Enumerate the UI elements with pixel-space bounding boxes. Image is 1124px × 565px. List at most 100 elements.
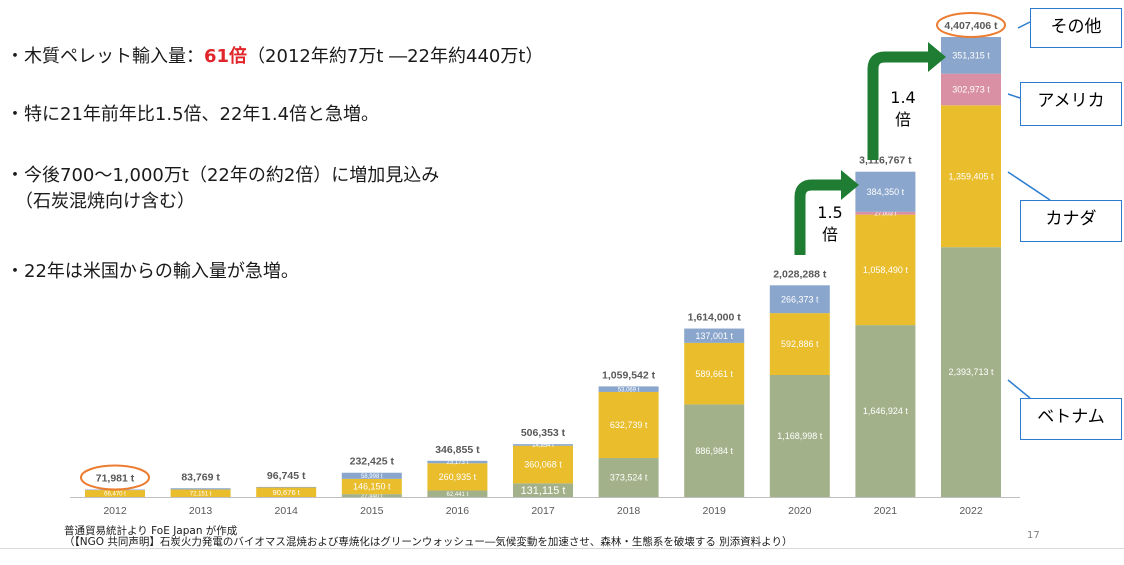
- segment-label: 62,441 t: [447, 492, 469, 498]
- segment-label: 131,115 t: [521, 485, 566, 497]
- bar-segment: [341, 472, 402, 479]
- bullet-text: ・今後700～1,000万t（22年の約2倍）に増加見込み: [6, 165, 440, 186]
- bar-segment: [855, 211, 916, 215]
- segment-label: 1,168,998 t: [777, 431, 823, 441]
- segment-label: 90,676 t: [273, 488, 301, 497]
- x-tick-label: 2016: [446, 505, 470, 517]
- x-tick-label: 2021: [874, 505, 898, 517]
- segment-label: 266,373 t: [781, 294, 819, 304]
- bar-segment: [170, 489, 231, 497]
- segment-label: 58,998 t: [361, 474, 383, 480]
- bar-segment: [855, 171, 916, 212]
- total-label: 3,116,767 t: [859, 155, 912, 167]
- x-tick-label: 2020: [788, 505, 812, 517]
- segment-label: 1,359,405 t: [948, 171, 994, 181]
- bar-segment: [513, 445, 573, 484]
- segment-label: 14,854 t: [532, 443, 554, 449]
- total-label: 4,407,406 t: [944, 20, 998, 32]
- bar-segment: [341, 478, 402, 495]
- callout-canada: カナダ: [1020, 200, 1122, 242]
- growth-arrow-shaft: [794, 179, 843, 255]
- callout-connector: [1007, 93, 1021, 99]
- bar-segment: [769, 374, 830, 497]
- segment-label: 886,984 t: [695, 446, 733, 456]
- bar-segment: [598, 458, 659, 497]
- total-label: 83,769 t: [181, 471, 220, 483]
- bullet-item: （石炭混焼向け含む）: [6, 191, 195, 213]
- growth-label: 1.5: [817, 203, 842, 222]
- bar-segment: [769, 313, 830, 375]
- callout-connector: [1007, 171, 1051, 201]
- growth-arrow-head: [841, 170, 859, 200]
- segment-label: 302,973 t: [952, 85, 990, 95]
- bullet-text-tail: （2012年約7万t ―22年約440万t）: [247, 46, 544, 67]
- bullet-emphasis: 61倍: [204, 46, 248, 67]
- top-rule: [0, 0, 1124, 3]
- total-label: 96,745 t: [267, 470, 306, 482]
- segment-label: 72,151 t: [190, 491, 212, 497]
- bar-segment: [855, 325, 916, 497]
- total-label: 506,353 t: [521, 427, 566, 439]
- bar-segment: [598, 391, 659, 459]
- x-tick-label: 2015: [360, 505, 384, 517]
- x-tick-label: 2014: [275, 505, 299, 517]
- total-label: 1,614,000 t: [688, 312, 742, 324]
- growth-arrow-head: [928, 42, 946, 72]
- highlight-ellipse: [936, 12, 1006, 38]
- callout-connector: [1017, 21, 1031, 29]
- segment-label: 137,001 t: [695, 331, 733, 341]
- total-label: 1,059,542 t: [602, 369, 656, 381]
- bar-segment: [341, 494, 402, 497]
- bullet-text: ・木質ペレット輸入量：: [6, 46, 204, 67]
- segment-label: 23,173 t: [447, 460, 469, 466]
- bar-segment: [684, 342, 745, 405]
- segment-label: 1,646,924 t: [863, 406, 909, 416]
- bar-segment: [598, 386, 659, 392]
- bar-segment: [256, 486, 317, 488]
- bar-segment: [427, 463, 488, 491]
- bullet-text: ・特に21年前年比1.5倍、22年1.4倍と急増。: [6, 104, 380, 125]
- bar-segment: [513, 483, 573, 497]
- bar-segment: [513, 444, 573, 446]
- bar-segment: [941, 247, 1001, 497]
- segment-label: 360,068 t: [524, 460, 562, 470]
- segment-label: 373,524 t: [610, 473, 648, 483]
- bar-segment: [684, 404, 745, 497]
- bar-segment: [769, 285, 830, 314]
- highlight-ellipse: [80, 464, 150, 491]
- segment-label: 589,661 t: [695, 369, 733, 379]
- segment-label: 27,003 t: [875, 211, 897, 217]
- bar-segment: [427, 490, 488, 497]
- page-number: 17: [1027, 530, 1040, 541]
- x-tick-label: 2019: [703, 505, 727, 517]
- bar-segment: [941, 73, 1001, 106]
- growth-label: 倍: [895, 110, 911, 129]
- bullet-item: ・今後700～1,000万t（22年の約2倍）に増加見込み: [6, 165, 439, 187]
- bar-segment: [941, 37, 1001, 74]
- bullet-item: ・22年は米国からの輸入量が急増。: [6, 261, 299, 283]
- total-label: 71,981 t: [96, 472, 135, 484]
- growth-label: 1.4: [890, 88, 915, 107]
- bar-segment: [256, 487, 317, 497]
- segment-label: 27,440 t: [361, 494, 383, 500]
- total-label: 346,855 t: [435, 444, 480, 456]
- x-tick-label: 2013: [189, 505, 213, 517]
- bar-segment: [855, 214, 916, 326]
- callout-other: その他: [1030, 8, 1122, 48]
- bar-segment: [170, 488, 231, 490]
- bar-segment: [941, 105, 1001, 248]
- bar-segment: [684, 328, 745, 343]
- x-tick-label: 2017: [531, 505, 555, 517]
- bullet-item: ・木質ペレット輸入量：61倍（2012年約7万t ―22年約440万t）: [6, 46, 543, 68]
- growth-arrow-shaft: [867, 51, 930, 160]
- segment-label: 2,393,713 t: [948, 367, 994, 377]
- growth-label: 倍: [822, 225, 838, 244]
- source-note: 普通貿易統計より FoE Japan が作成 （【NGO 共同声明】石炭火力発電…: [64, 526, 792, 548]
- segment-label: 260,935 t: [439, 472, 477, 482]
- bottom-rule: [0, 548, 1124, 549]
- source-reference-line: （【NGO 共同声明】石炭火力発電のバイオマス混焼および専焼化はグリーンウォッシ…: [64, 536, 793, 548]
- callout-connector: [1007, 379, 1031, 399]
- segment-label: 592,886 t: [781, 339, 819, 349]
- segment-label: 632,739 t: [610, 420, 648, 430]
